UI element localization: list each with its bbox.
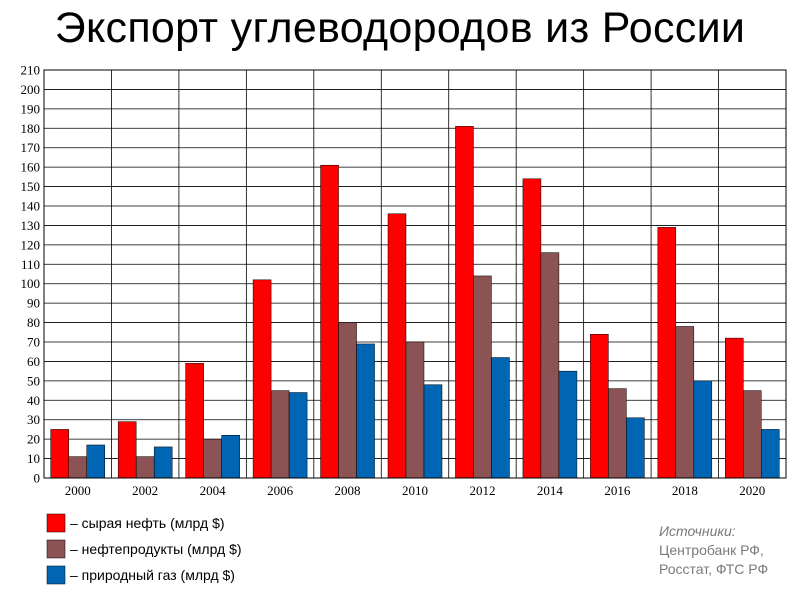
y-tick-label: 180 [21, 121, 41, 136]
bar [761, 429, 780, 479]
legend: – сырая нефть (млрд $) – нефтепродукты (м… [46, 513, 242, 585]
x-tick-label: 2006 [267, 483, 294, 498]
y-tick-label: 40 [27, 393, 40, 408]
bar [590, 333, 609, 479]
y-tick-label: 160 [21, 160, 41, 175]
y-tick-label: 80 [27, 315, 40, 330]
x-tick-label: 2020 [739, 483, 765, 498]
x-tick-label: 2008 [335, 483, 361, 498]
bar [675, 326, 695, 479]
bar [657, 227, 677, 479]
y-tick-label: 190 [21, 101, 41, 116]
legend-label: – природный газ (млрд $) [70, 567, 235, 583]
x-tick-label: 2004 [200, 483, 227, 498]
bar [338, 322, 357, 479]
y-tick-label: 50 [27, 373, 40, 388]
sources-note: Источники: Центробанк РФ, Росстат, ФТС Р… [659, 522, 799, 579]
bar [423, 384, 443, 479]
sources-line: Центробанк РФ, [659, 542, 764, 558]
x-tick-label: 2016 [604, 483, 631, 498]
bar [558, 370, 578, 479]
y-tick-label: 60 [27, 354, 40, 369]
x-tick-label: 2014 [537, 483, 564, 498]
x-tick-label: 2002 [132, 483, 158, 498]
bar [185, 363, 204, 479]
bar [356, 343, 375, 479]
bar [455, 126, 474, 479]
y-tick-label: 140 [21, 199, 41, 214]
bar [540, 252, 560, 479]
bar [405, 341, 425, 479]
y-tick-label: 70 [27, 335, 40, 350]
bar [50, 429, 69, 479]
y-tick-label: 130 [21, 218, 41, 233]
y-tick-label: 30 [27, 412, 40, 427]
y-tick-label: 0 [34, 471, 41, 486]
bar [320, 164, 339, 479]
x-tick-label: 2010 [402, 483, 428, 498]
sources-title: Источники: [659, 523, 736, 539]
axes: 0 10 20 30 40 50 60 70 80 90 100 110 120 130 140 150 160… [21, 63, 787, 498]
bar [153, 446, 173, 479]
bar [135, 456, 155, 479]
legend-swatch [46, 565, 66, 585]
y-tick-label: 90 [27, 296, 40, 311]
legend-label: – сырая нефть (млрд $) [70, 515, 225, 531]
x-tick-label: 2018 [672, 483, 698, 498]
legend-swatch [46, 513, 66, 533]
bar [743, 390, 762, 479]
y-tick-label: 170 [21, 140, 41, 155]
bars [50, 126, 780, 479]
chart-title: Экспорт углеводородов из России [54, 4, 746, 52]
y-tick-label: 210 [21, 63, 41, 78]
legend-swatch [46, 539, 66, 559]
x-tick-label: 2000 [65, 483, 91, 498]
bar [288, 392, 308, 479]
bar [117, 421, 137, 479]
y-tick-label: 110 [21, 257, 40, 272]
x-tick-label: 2012 [469, 483, 495, 498]
bar [252, 279, 272, 479]
bar [522, 178, 542, 479]
bar [68, 456, 87, 479]
y-tick-label: 10 [27, 451, 40, 466]
legend-label: – нефтепродукты (млрд $) [70, 541, 242, 557]
y-tick-label: 20 [27, 432, 40, 447]
bar [387, 213, 407, 479]
bar [203, 438, 222, 479]
bar [491, 357, 510, 479]
y-tick-label: 100 [21, 276, 41, 291]
bar [608, 388, 627, 479]
bar [86, 444, 105, 479]
bar [626, 417, 645, 479]
plot-frame [43, 69, 787, 479]
y-tick-label: 150 [21, 179, 41, 194]
y-tick-label: 200 [21, 82, 41, 97]
y-tick-label: 120 [21, 237, 41, 252]
bar [725, 337, 744, 479]
bar [473, 275, 492, 479]
bar [221, 435, 240, 479]
sources-line: Росстат, ФТС РФ [659, 561, 769, 577]
bar [270, 390, 290, 479]
bar [693, 380, 713, 479]
